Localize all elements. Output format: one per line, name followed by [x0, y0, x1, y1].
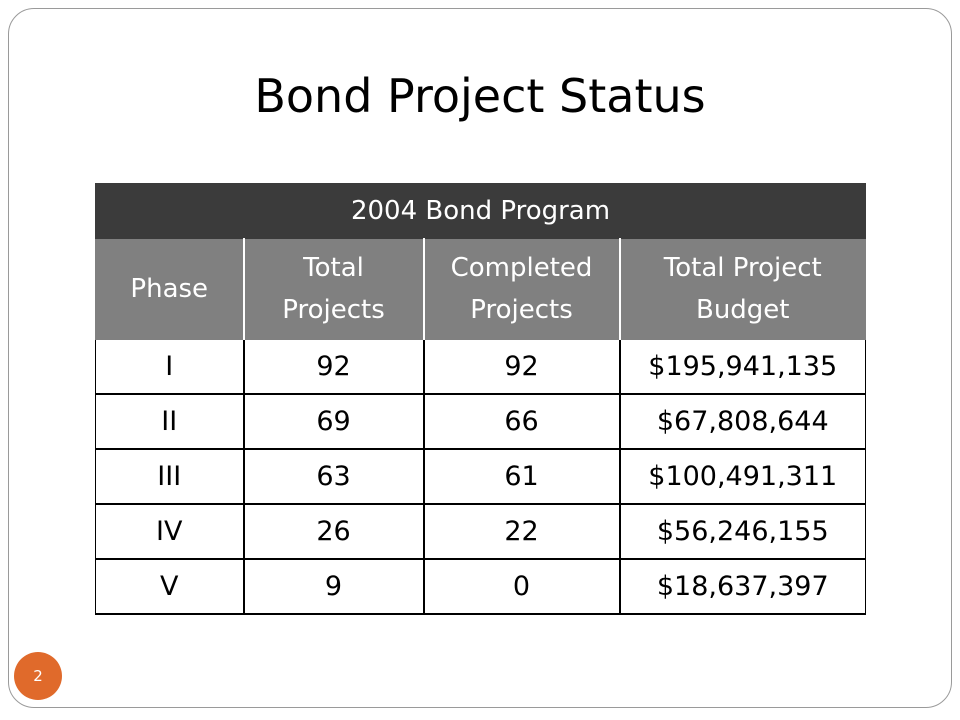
slide-title: Bond Project Status	[9, 73, 953, 119]
column-header-total-project-budget: Total Project Budget	[618, 238, 866, 340]
column-header-total-projects-line2: Projects	[282, 295, 385, 325]
cell-phase: IV	[95, 504, 244, 560]
cell-total-projects: 9	[242, 559, 424, 615]
column-header-total-projects: Total Projects	[242, 238, 425, 340]
cell-phase: II	[95, 394, 244, 450]
column-header-phase-line1: Phase	[130, 274, 209, 304]
cell-total-projects: 63	[242, 449, 424, 505]
cell-completed-projects: 66	[422, 394, 620, 450]
cell-total-projects: 92	[242, 339, 424, 395]
cell-phase: I	[95, 339, 244, 395]
column-header-total-project-budget-line1: Total Project	[663, 253, 822, 283]
column-header-completed-projects: Completed Projects	[422, 238, 621, 340]
column-header-phase: Phase	[95, 238, 245, 340]
table-row: II 69 66 $67,808,644	[95, 394, 866, 450]
cell-total-project-budget: $195,941,135	[618, 339, 866, 395]
column-header-total-project-budget-line2: Budget	[695, 295, 790, 325]
table-row: I 92 92 $195,941,135	[95, 339, 866, 395]
cell-completed-projects: 22	[422, 504, 620, 560]
cell-total-project-budget: $67,808,644	[618, 394, 866, 450]
column-header-row: Phase Total Projects Completed Projects To…	[95, 238, 866, 340]
program-header: 2004 Bond Program	[95, 183, 866, 239]
table-row: V 9 0 $18,637,397	[95, 559, 866, 615]
table-row: III 63 61 $100,491,311	[95, 449, 866, 505]
cell-completed-projects: 0	[422, 559, 620, 615]
slide-title-text: Bond Project Status	[254, 69, 706, 123]
column-header-completed-projects-line1: Completed	[450, 253, 593, 283]
cell-phase: III	[95, 449, 244, 505]
bond-program-table: 2004 Bond Program Phase Total Projects Co…	[95, 183, 866, 615]
table-row: IV 26 22 $56,246,155	[95, 504, 866, 560]
cell-phase: V	[95, 559, 244, 615]
cell-total-project-budget: $100,491,311	[618, 449, 866, 505]
cell-completed-projects: 92	[422, 339, 620, 395]
cell-total-project-budget: $18,637,397	[618, 559, 866, 615]
program-header-row: 2004 Bond Program	[95, 183, 866, 239]
cell-total-projects: 26	[242, 504, 424, 560]
cell-total-project-budget: $56,246,155	[618, 504, 866, 560]
column-header-completed-projects-line2: Projects	[470, 295, 573, 325]
cell-total-projects: 69	[242, 394, 424, 450]
page-number-badge: 2	[14, 652, 62, 700]
cell-completed-projects: 61	[422, 449, 620, 505]
column-header-total-projects-line1: Total	[303, 253, 364, 283]
